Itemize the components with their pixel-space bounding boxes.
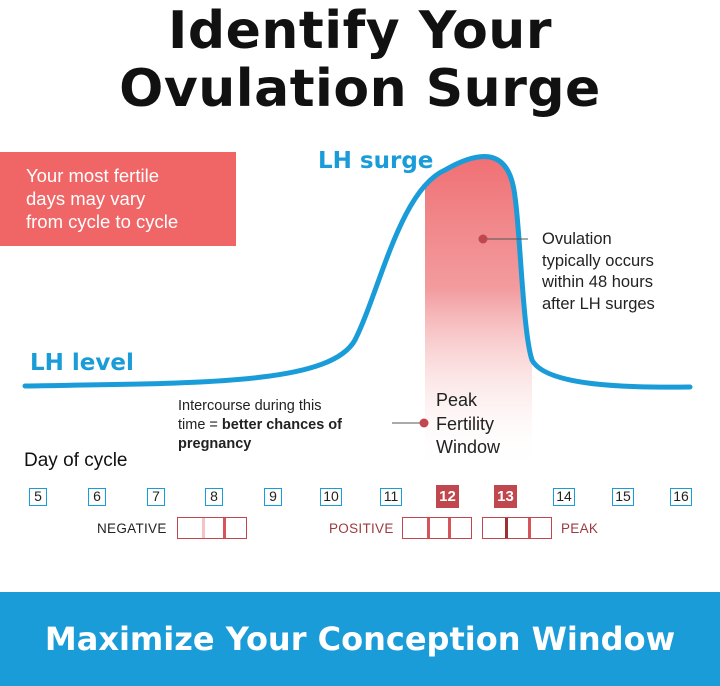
ovulation-line-3: within 48 hours [542, 273, 653, 291]
negative-test-strip [177, 517, 247, 539]
intercourse-line-1: Intercourse during this [178, 398, 322, 414]
day-box: 10 [320, 488, 342, 506]
footer-banner: Maximize Your Conception Window [0, 592, 720, 686]
ovulation-line-2: typically occurs [542, 251, 654, 270]
peak-window-line-1: Peak [436, 390, 478, 410]
ovulation-line-1: Ovulation [542, 230, 612, 248]
title-line-2: Ovulation Surge [119, 59, 601, 119]
control-line [448, 518, 451, 538]
test-line [427, 518, 430, 538]
intercourse-line-2-bold: better chances of [221, 417, 342, 433]
peak-window-label: Peak Fertility Window [436, 389, 500, 460]
day-of-cycle-label: Day of cycle [24, 450, 128, 471]
day-box: 11 [380, 488, 402, 506]
note-line-2: days may vary [26, 188, 146, 209]
day-box: 9 [264, 488, 282, 506]
control-line [528, 518, 531, 538]
day-box-highlighted: 12 [436, 485, 459, 508]
negative-label: NEGATIVE [97, 521, 167, 536]
day-box: 16 [670, 488, 692, 506]
control-line [223, 518, 226, 538]
intercourse-line-3-bold: pregnancy [178, 436, 252, 452]
day-box: 7 [147, 488, 165, 506]
day-box-highlighted: 13 [494, 485, 517, 508]
day-box: 8 [205, 488, 223, 506]
intercourse-note: Intercourse during this time = better ch… [178, 397, 342, 454]
intercourse-line-2: time = better chances of [178, 416, 342, 435]
day-box: 5 [29, 488, 47, 506]
note-line-1: Your most fertile [26, 165, 159, 186]
title-line-1: Identify Your [168, 1, 552, 61]
day-box: 14 [553, 488, 575, 506]
day-box: 6 [88, 488, 106, 506]
day-box: 15 [612, 488, 634, 506]
intercourse-pointer-dot [419, 418, 429, 428]
page-title: Identify Your Ovulation Surge [0, 2, 720, 118]
fertile-days-note: Your most fertile days may vary from cyc… [0, 152, 236, 246]
test-line [505, 518, 508, 538]
peak-test-strip [482, 517, 552, 539]
positive-label: POSITIVE [329, 521, 394, 536]
faint-line [202, 518, 205, 538]
note-line-3: from cycle to cycle [26, 211, 179, 232]
positive-test-strip [402, 517, 472, 539]
intercourse-line-3: pregnancy [178, 435, 342, 454]
ovulation-pointer-dot [478, 234, 488, 244]
ovulation-note: Ovulation typically occurs within 48 hou… [542, 229, 655, 315]
lh-level-label: LH level [30, 350, 134, 376]
lh-surge-label: LH surge [318, 148, 434, 174]
peak-window-line-3: Window [436, 437, 501, 457]
intercourse-line-2-plain: time = [178, 417, 222, 433]
peak-window-line-2: Fertility [436, 413, 494, 434]
peak-label: PEAK [561, 521, 599, 536]
lh-curve-line [22, 154, 693, 390]
ovulation-line-4: after LH surges [542, 294, 655, 313]
